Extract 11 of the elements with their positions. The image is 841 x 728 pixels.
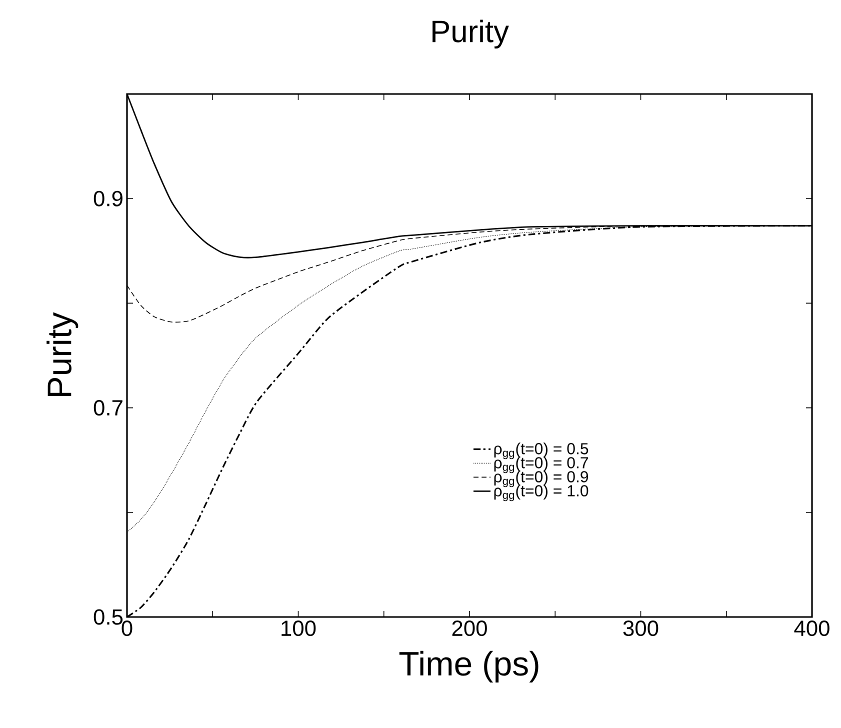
x-tick-label: 100 [282, 620, 316, 636]
chart-title: Purity [432, 20, 509, 48]
x-tick-label: 400 [794, 620, 830, 636]
y-tick-label: 0.7 [94, 400, 122, 416]
y-tick-label: 0.5 [94, 609, 123, 625]
x-tick-label: 200 [452, 620, 487, 636]
x-tick-label: 0 [122, 620, 132, 636]
x-axis-title: Time (ps) [399, 650, 538, 682]
y-tick-label: 0.9 [94, 190, 122, 206]
x-tick-label: 300 [623, 620, 658, 636]
y-axis-title: Purity [46, 312, 78, 396]
